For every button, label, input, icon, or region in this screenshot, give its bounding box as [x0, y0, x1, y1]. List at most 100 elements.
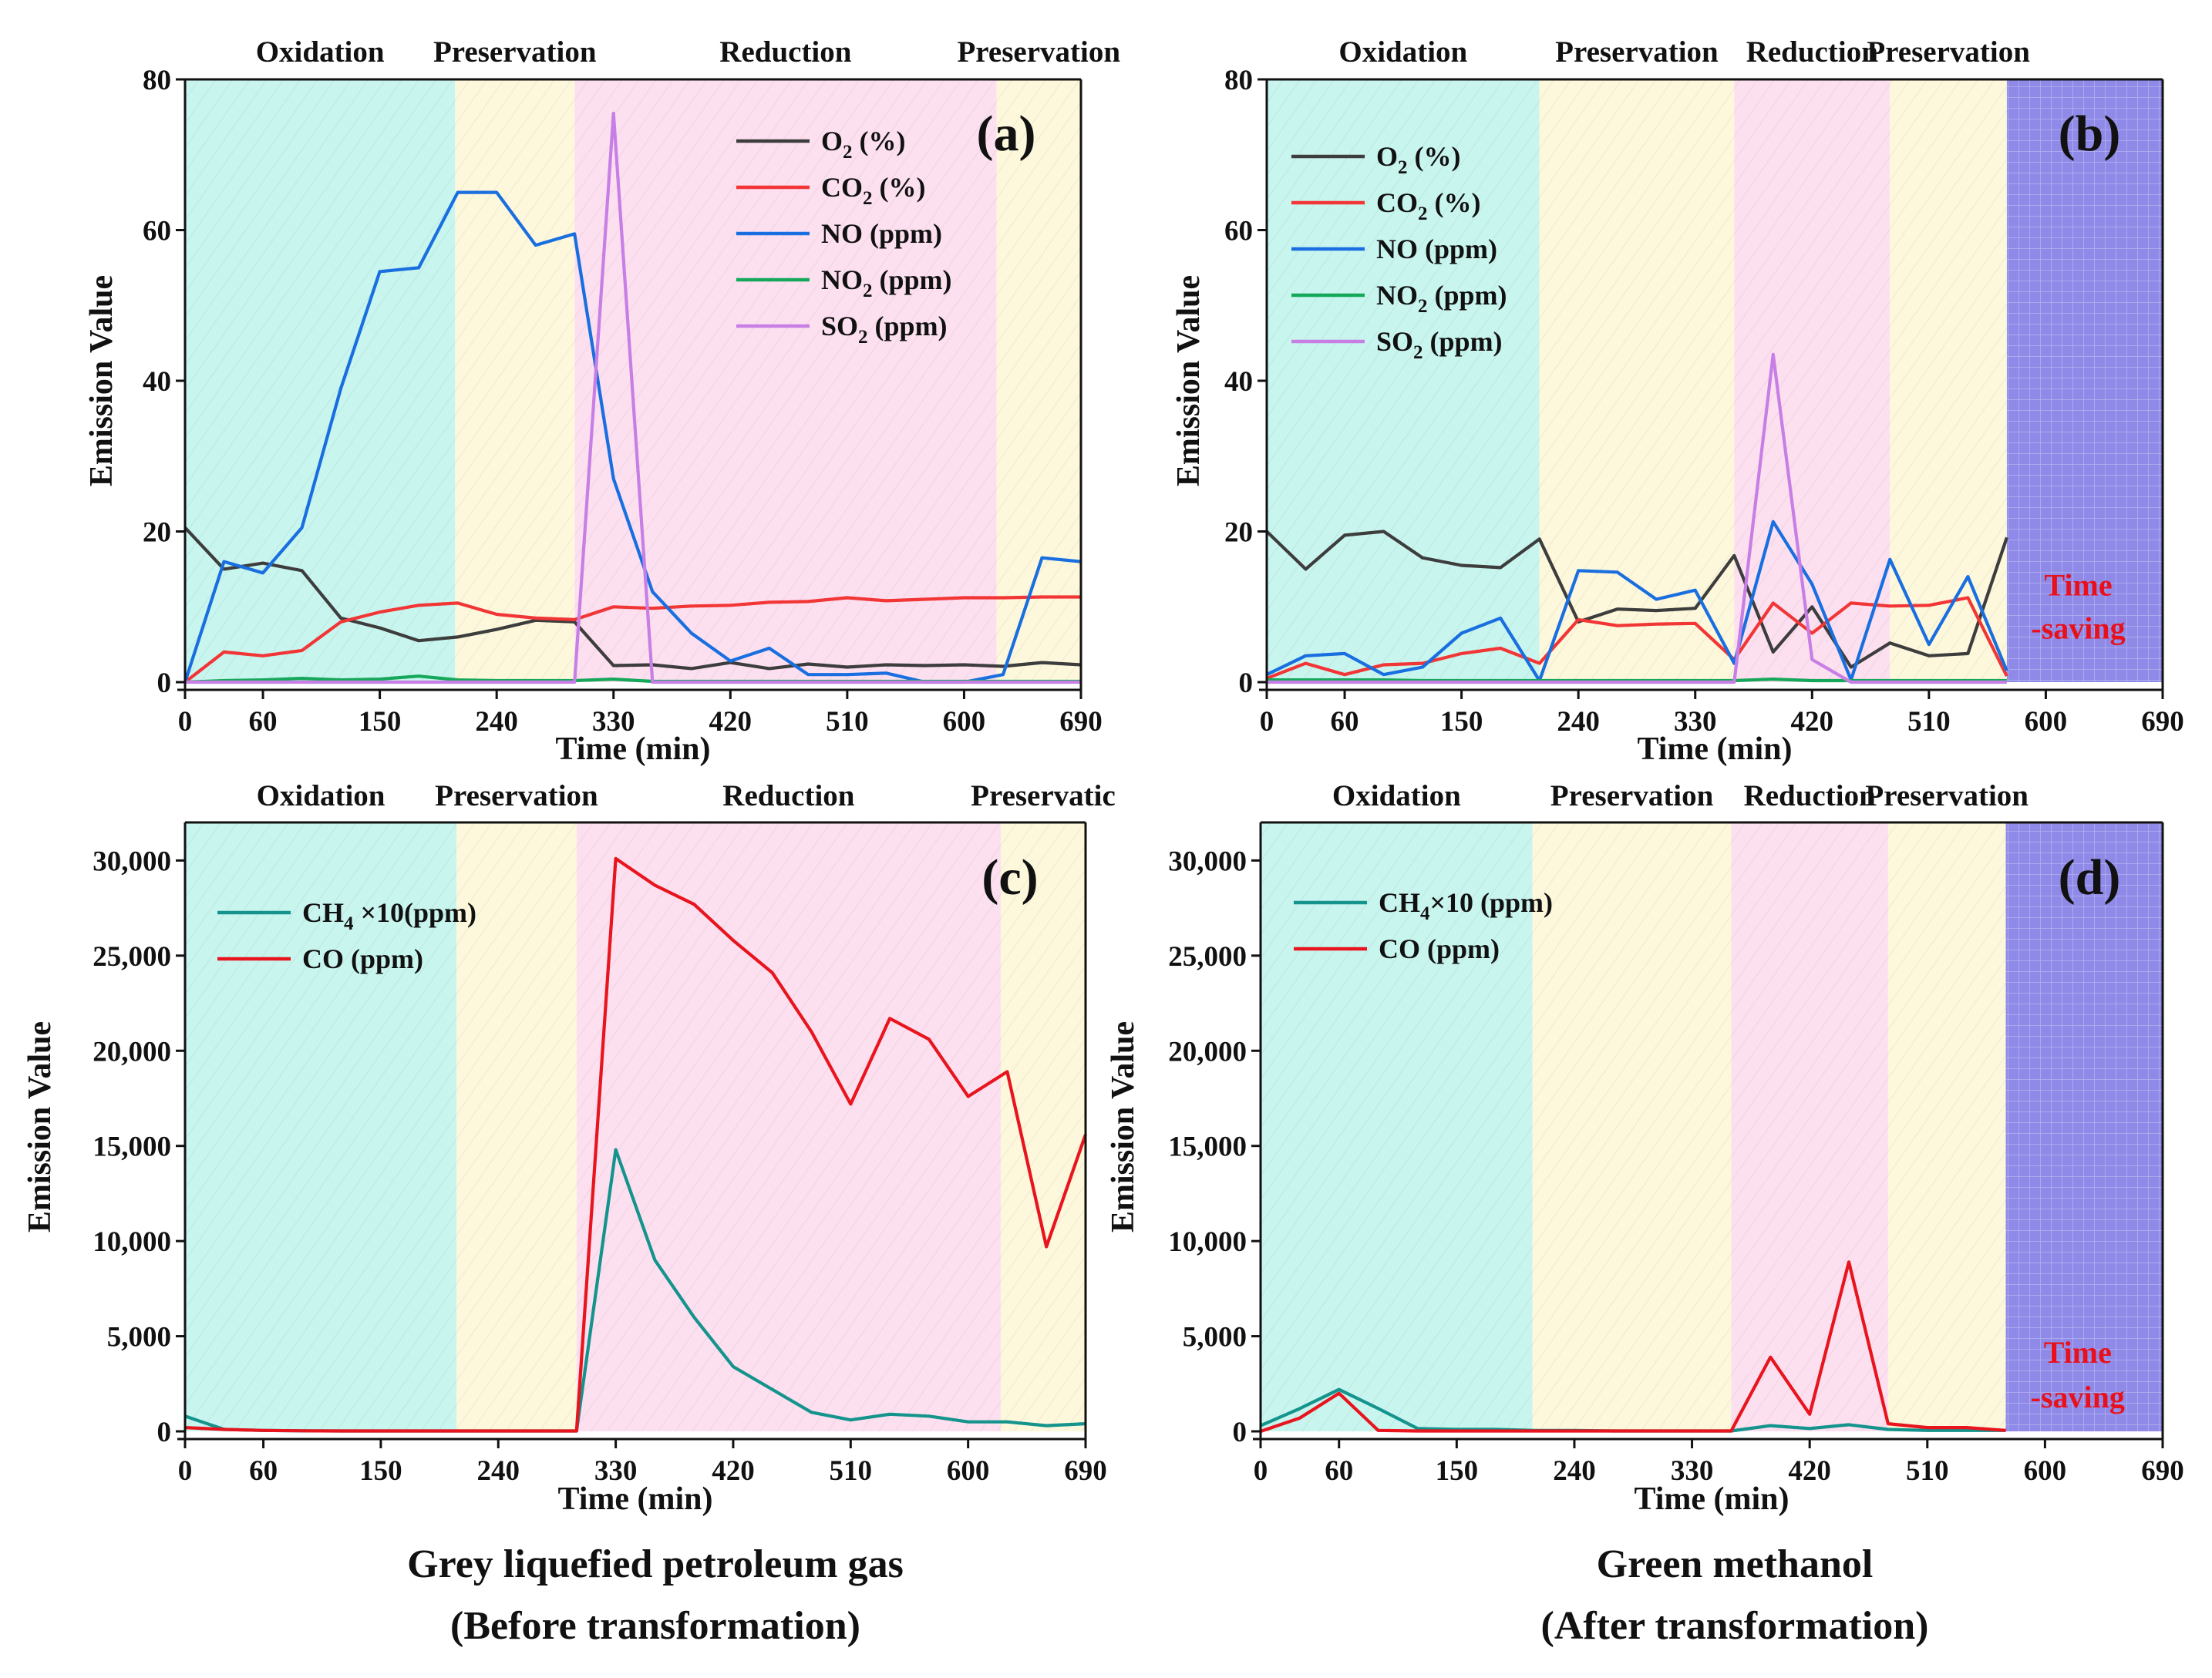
caption-right: Green methanol (After transformation): [1311, 1534, 2159, 1657]
x-tick-label: 240: [1557, 706, 1600, 738]
x-tick-label: 600: [2025, 706, 2068, 738]
x-tick-label: 150: [1436, 1455, 1479, 1487]
x-tick-label: 420: [709, 706, 752, 738]
phase-band-texture: [455, 79, 575, 682]
x-tick-label: 510: [826, 706, 869, 738]
series-line-o2-: [1265, 530, 2008, 669]
phase-label: Reduction: [719, 35, 851, 69]
phase-label: Preservation: [433, 35, 597, 69]
x-tick-label: 240: [477, 1455, 520, 1487]
y-tick-label: 0: [157, 1417, 172, 1448]
x-tick-label: 420: [1788, 1455, 1831, 1487]
phase-band-texture: [996, 79, 1081, 682]
panel-b-chart: Oxidation Preservation ReductionPreservati…: [1171, 35, 2184, 767]
x-tick-label: 510: [1907, 706, 1951, 738]
y-tick-label: 20,000: [1168, 1036, 1247, 1068]
series-line-co2-: [183, 595, 1081, 684]
legend-label: CH4 ×10(ppm): [302, 897, 476, 934]
phase-band-texture: [1261, 822, 1533, 1431]
series-line-so2-ppm-: [1267, 352, 2007, 684]
legend-label: O2 (%): [821, 126, 906, 163]
series-line-so2-ppm-: [185, 111, 1081, 684]
series-line-no-ppm-: [1266, 520, 2008, 683]
legend-label: CO (ppm): [1379, 933, 1500, 964]
y-tick-label: 80: [143, 65, 171, 96]
phase-label: Preservation: [1550, 779, 1714, 812]
x-tick-label: 690: [2141, 1455, 2184, 1487]
y-tick-label: 5,000: [1183, 1322, 1247, 1353]
legend-label: CO2 (%): [1376, 187, 1480, 224]
series-line-co-ppm-: [1260, 1260, 2006, 1433]
x-tick-label: 60: [249, 1455, 278, 1487]
phase-band-texture: [185, 79, 456, 682]
x-tick-label: 60: [249, 706, 278, 738]
y-tick-label: 40: [143, 366, 171, 398]
y-tick-label: 25,000: [93, 941, 171, 973]
y-axis-label: Emission Value: [1106, 1021, 1141, 1232]
y-tick-label: 30,000: [93, 846, 171, 877]
y-axis-label: Emission Value: [22, 1021, 58, 1232]
phase-band-texture: [1734, 79, 1890, 682]
x-tick-label: 510: [1906, 1455, 1949, 1487]
panel-label: (b): [2059, 106, 2121, 162]
y-tick-label: 15,000: [1168, 1132, 1247, 1163]
phase-label: Preservation: [435, 779, 598, 812]
phase-label: Oxidation: [257, 779, 386, 812]
phase-label: Preservation: [1865, 779, 2029, 812]
x-axis-label: Time (min): [555, 731, 710, 767]
y-tick-label: 40: [1224, 366, 1253, 398]
x-tick-label: 0: [1254, 1455, 1268, 1487]
phase-label: Oxidation: [1332, 779, 1461, 812]
caption-left-title: Grey liquefied petroleum gas: [407, 1542, 904, 1586]
x-tick-label: 240: [475, 706, 518, 738]
time-saving-label: Time: [2044, 568, 2112, 603]
series-line-co-ppm-: [184, 856, 1087, 1433]
phase-band-texture: [2006, 79, 2163, 682]
phase-label: Reduction: [722, 779, 854, 812]
y-tick-label: 10,000: [1168, 1226, 1247, 1258]
legend-label: CO (ppm): [302, 943, 423, 974]
phase-band-texture: [1000, 822, 1086, 1431]
phase-band-texture: [2005, 822, 2163, 1431]
legend-label: NO2 (ppm): [821, 264, 952, 301]
phase-band-texture: [576, 822, 1001, 1431]
x-tick-label: 600: [2024, 1455, 2067, 1487]
y-tick-label: 0: [1239, 668, 1254, 699]
y-tick-label: 0: [157, 668, 172, 699]
x-tick-label: 150: [1440, 706, 1483, 738]
legend-label: CH4×10 (ppm): [1379, 887, 1553, 924]
phase-band-texture: [185, 822, 457, 1431]
phase-band-texture: [574, 79, 997, 682]
x-tick-label: 600: [947, 1455, 990, 1487]
legend-label: SO2 (ppm): [821, 311, 948, 348]
x-tick-label: 150: [359, 706, 402, 738]
legend-label: NO (ppm): [1376, 234, 1497, 264]
caption-left: Grey liquefied petroleum gas (Before tra…: [231, 1534, 1079, 1657]
phase-band-texture: [1890, 79, 2007, 682]
x-tick-label: 150: [359, 1455, 402, 1487]
caption-right-subtitle: (After transformation): [1540, 1604, 1929, 1648]
x-tick-label: 0: [178, 706, 193, 738]
y-tick-label: 5,000: [107, 1322, 171, 1353]
x-tick-label: 690: [1064, 1455, 1107, 1487]
panel-label: (d): [2059, 849, 2121, 906]
legend-label: O2 (%): [1376, 141, 1461, 178]
time-saving-label: -saving: [2031, 1380, 2125, 1414]
y-tick-label: 20: [143, 517, 171, 549]
y-tick-label: 20,000: [93, 1036, 171, 1068]
y-tick-label: 80: [1224, 65, 1253, 96]
y-tick-label: 60: [143, 216, 171, 247]
series-line-co2-: [1266, 596, 2008, 681]
x-axis-label: Time (min): [557, 1481, 712, 1517]
phase-band-texture: [1532, 822, 1732, 1431]
panel-label: (c): [981, 849, 1038, 906]
x-tick-label: 330: [1671, 1455, 1714, 1487]
y-tick-label: 30,000: [1168, 846, 1247, 877]
phase-label: Preservatic: [971, 779, 1116, 812]
phase-label: Preservation: [1867, 35, 2030, 69]
x-axis-label: Time (min): [1634, 1481, 1789, 1517]
panel-c-chart: Oxidation Preservation Reduction Preservati…: [22, 779, 1116, 1517]
phase-band-texture: [1731, 822, 1888, 1431]
y-tick-label: 25,000: [1168, 941, 1247, 973]
